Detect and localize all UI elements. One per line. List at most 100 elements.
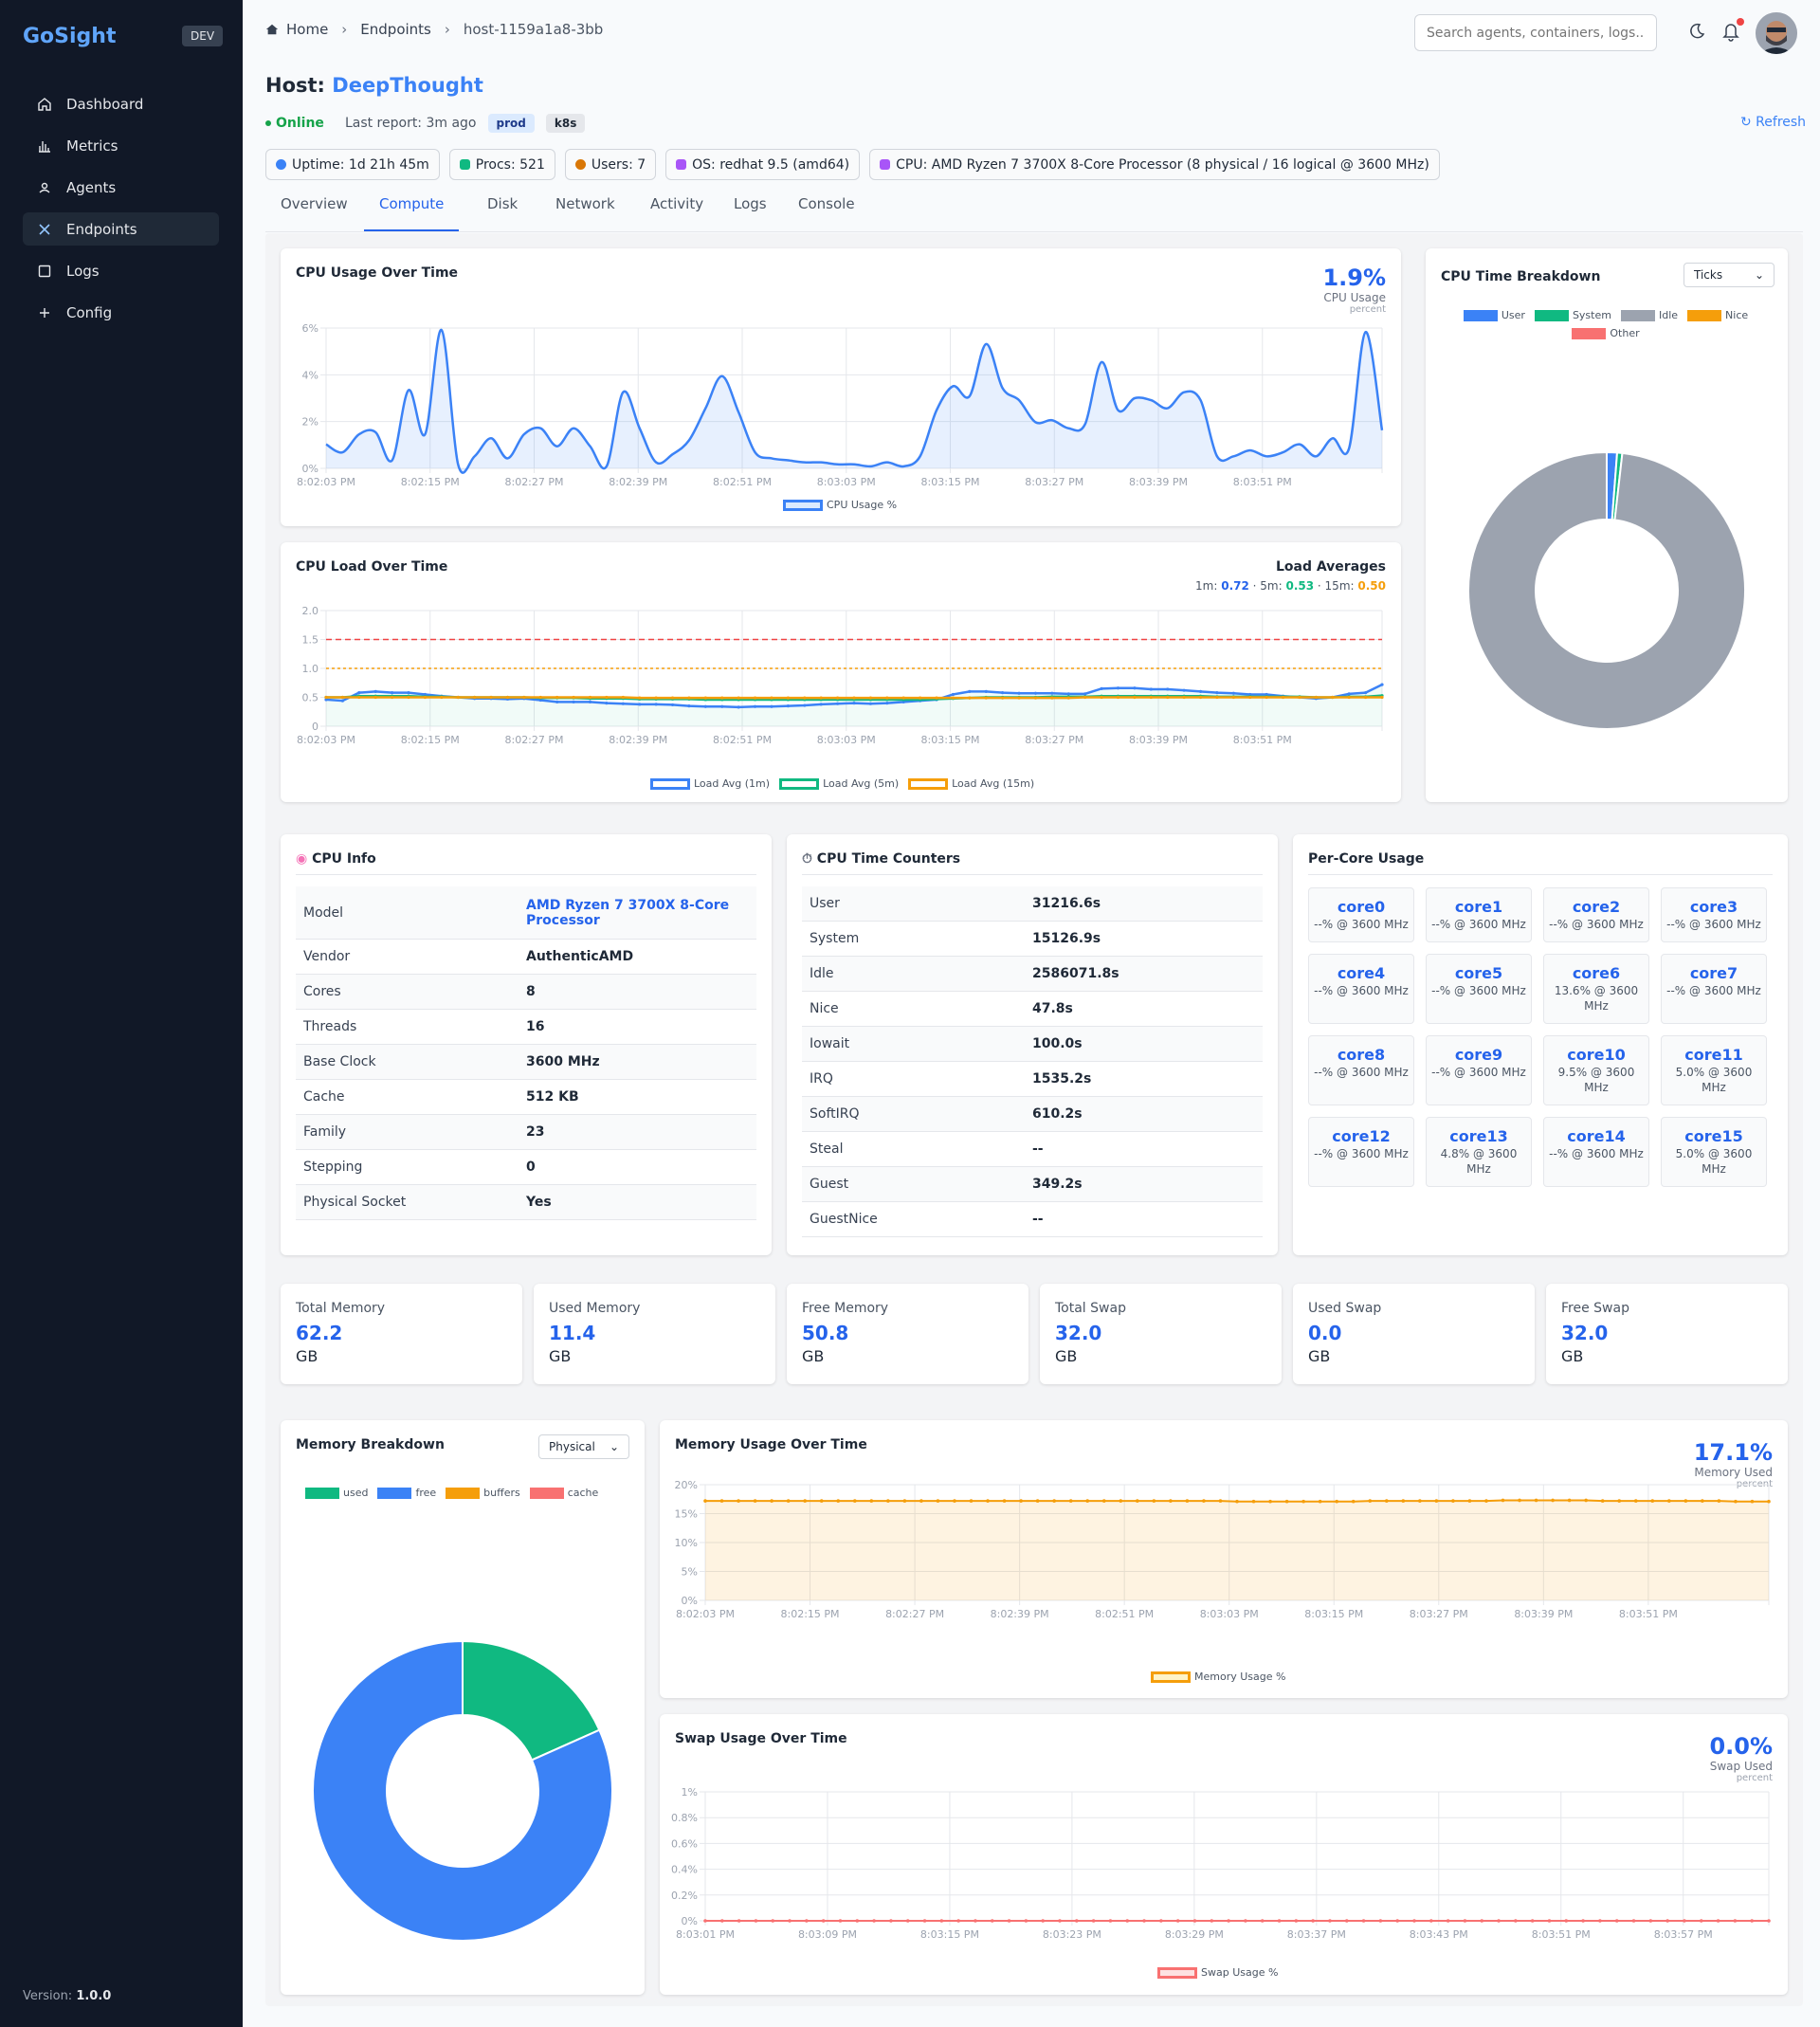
brand-logo[interactable]: GoSight bbox=[23, 25, 117, 48]
brain-icon: ◉ bbox=[296, 851, 308, 867]
core-tile-core0[interactable]: core0 --% @ 3600 MHz bbox=[1308, 887, 1414, 942]
sidebar-item-label: Agents bbox=[66, 178, 117, 196]
data-point bbox=[1041, 1919, 1045, 1923]
data-point bbox=[1434, 1499, 1439, 1503]
memory-mode-select[interactable]: Physical ⌄ bbox=[538, 1434, 629, 1459]
y-tick-label: 0.5 bbox=[302, 692, 319, 704]
legend-swatch bbox=[1620, 309, 1655, 321]
core-tile-core3[interactable]: core3 --% @ 3600 MHz bbox=[1661, 887, 1767, 942]
tab-console[interactable]: Console bbox=[798, 195, 855, 212]
data-point bbox=[555, 695, 559, 700]
cpu-usage-chart[interactable]: 0% 2% 4% 6% 8:02:03 PM 8:02:15 PM 8:02:27 PM 8:… bbox=[281, 248, 1401, 526]
core-usage: --% @ 3600 MHz bbox=[1314, 1066, 1409, 1079]
breadcrumb-home[interactable]: Home bbox=[286, 21, 329, 38]
core-tile-core6[interactable]: core6 13.6% @ 3600 MHz bbox=[1543, 954, 1649, 1024]
cpu-info-card: ◉ CPU Info Model AMD Ryzen 7 3700X 8-Core… bbox=[281, 834, 772, 1255]
data-point bbox=[819, 696, 823, 700]
theme-toggle-moon-icon[interactable] bbox=[1687, 22, 1706, 45]
x-tick-label: 8:03:39 PM bbox=[1129, 476, 1188, 488]
tab-network[interactable]: Network bbox=[555, 195, 615, 212]
sidebar-item-agents[interactable]: Agents bbox=[23, 171, 219, 204]
core-name: core15 bbox=[1684, 1127, 1743, 1145]
core-tile-core9[interactable]: core9 --% @ 3600 MHz bbox=[1426, 1035, 1532, 1105]
core-tile-core10[interactable]: core10 9.5% @ 3600 MHz bbox=[1543, 1035, 1649, 1105]
data-point bbox=[1598, 1919, 1602, 1923]
data-point bbox=[956, 1919, 960, 1923]
memory-breakdown-chart[interactable] bbox=[281, 1515, 645, 1980]
card-title: Memory Breakdown bbox=[296, 1437, 445, 1452]
x-tick-label: 8:03:03 PM bbox=[817, 476, 876, 488]
cpu-badge: CPU: AMD Ryzen 7 3700X 8-Core Processor … bbox=[869, 149, 1440, 180]
x-tick-label: 8:03:09 PM bbox=[798, 1928, 857, 1941]
core-tile-core5[interactable]: core5 --% @ 3600 MHz bbox=[1426, 954, 1532, 1024]
cpu-breakdown-chart[interactable] bbox=[1426, 343, 1788, 779]
data-point bbox=[1024, 1919, 1028, 1923]
data-point bbox=[1368, 1499, 1373, 1503]
sidebar-item-endpoints[interactable]: Endpoints bbox=[23, 212, 219, 246]
tab-compute[interactable]: Compute bbox=[364, 195, 460, 231]
chart-legend[interactable]: CPU Usage % bbox=[783, 499, 906, 511]
status-online: Online bbox=[265, 116, 324, 131]
x-tick-label: 8:03:27 PM bbox=[1025, 476, 1083, 488]
chart-legend[interactable]: Swap Usage % bbox=[1157, 1966, 1287, 1979]
total-memory-card: Total Memory 62.2 GB bbox=[281, 1284, 522, 1384]
sidebar-item-metrics[interactable]: Metrics bbox=[23, 129, 219, 162]
cpu-model-link[interactable]: AMD Ryzen 7 3700X 8-Core Processor bbox=[526, 897, 730, 928]
sidebar-item-dashboard[interactable]: Dashboard bbox=[23, 87, 219, 120]
total-memory-unit: GB bbox=[296, 1347, 318, 1365]
avatar[interactable] bbox=[1756, 12, 1797, 54]
data-point bbox=[984, 689, 988, 693]
core-tile-core15[interactable]: core15 5.0% @ 3600 MHz bbox=[1661, 1117, 1767, 1187]
data-point bbox=[1281, 695, 1285, 700]
core-tile-core14[interactable]: core14 --% @ 3600 MHz bbox=[1543, 1117, 1649, 1187]
swap-usage-chart[interactable]: 0% 0.2% 0.4% 0.6% 0.8% 1% 8:03:01 PM 8:03:09 PM… bbox=[660, 1714, 1788, 1995]
data-point bbox=[1344, 1919, 1349, 1923]
core-tile-core7[interactable]: core7 --% @ 3600 MHz bbox=[1661, 954, 1767, 1024]
chart-legend[interactable]: Load Avg (1m) Load Avg (5m) Load Avg (15… bbox=[650, 777, 1044, 790]
data-point bbox=[1198, 689, 1203, 693]
total-memory-label: Total Memory bbox=[296, 1301, 386, 1316]
data-point bbox=[1767, 1919, 1771, 1923]
refresh-button[interactable]: ↻ Refresh bbox=[1740, 115, 1807, 130]
core-usage: 13.6% @ 3600 MHz bbox=[1554, 984, 1639, 1013]
data-point bbox=[1384, 1499, 1389, 1503]
sidebar-item-logs[interactable]: Logs bbox=[23, 254, 219, 287]
chart-legend[interactable]: used free buffers cache bbox=[305, 1487, 608, 1499]
memory-usage-chart[interactable]: 0% 5% 10% 15% 20% 8:02:03 PM 8:02:15 PM 8:02:27… bbox=[660, 1420, 1788, 1698]
search-input[interactable] bbox=[1414, 14, 1657, 51]
breakdown-mode-select[interactable]: Ticks ⌄ bbox=[1684, 263, 1774, 287]
data-point bbox=[919, 696, 922, 700]
data-point bbox=[951, 692, 956, 697]
tab-activity[interactable]: Activity bbox=[650, 195, 704, 212]
total-swap-label: Total Swap bbox=[1055, 1301, 1126, 1316]
cpu-load-chart[interactable]: 0 0.5 1.0 1.5 2.0 8:02:03 PM 8:02:15 PM 8:02:27… bbox=[281, 542, 1401, 802]
data-point bbox=[1175, 1919, 1180, 1923]
core-usage: 9.5% @ 3600 MHz bbox=[1557, 1066, 1635, 1094]
series-area bbox=[326, 329, 1382, 473]
data-point bbox=[1584, 1498, 1588, 1503]
data-point bbox=[1614, 1919, 1619, 1923]
chart-legend[interactable]: Memory Usage % bbox=[1151, 1671, 1295, 1683]
sidebar-item-config[interactable]: Config bbox=[23, 296, 219, 329]
cpu-load-card: CPU Load Over Time Load Averages 1m: 0.7… bbox=[281, 542, 1401, 802]
data-point bbox=[886, 1499, 890, 1503]
core-tile-core12[interactable]: core12 --% @ 3600 MHz bbox=[1308, 1117, 1414, 1187]
core-tile-core13[interactable]: core13 4.8% @ 3600 MHz bbox=[1426, 1117, 1532, 1187]
breadcrumb-endpoints[interactable]: Endpoints bbox=[360, 21, 431, 38]
tab-disk[interactable]: Disk bbox=[487, 195, 519, 212]
core-tile-core1[interactable]: core1 --% @ 3600 MHz bbox=[1426, 887, 1532, 942]
notification-bell-icon[interactable] bbox=[1721, 21, 1740, 46]
core-tile-core2[interactable]: core2 --% @ 3600 MHz bbox=[1543, 887, 1649, 942]
data-point bbox=[1380, 683, 1384, 686]
data-point bbox=[1318, 1499, 1322, 1504]
core-tile-core8[interactable]: core8 --% @ 3600 MHz bbox=[1308, 1035, 1414, 1105]
tab-overview[interactable]: Overview bbox=[281, 195, 348, 212]
core-tile-core11[interactable]: core11 5.0% @ 3600 MHz bbox=[1661, 1035, 1767, 1105]
data-point bbox=[1501, 1498, 1505, 1503]
core-tile-core4[interactable]: core4 --% @ 3600 MHz bbox=[1308, 954, 1414, 1024]
used-swap-label: Used Swap bbox=[1308, 1301, 1382, 1316]
chart-legend[interactable]: User System Idle Nice Other bbox=[1454, 309, 1767, 339]
table-row: GuestNice -- bbox=[802, 1202, 1263, 1237]
data-point bbox=[473, 695, 477, 700]
tab-logs[interactable]: Logs bbox=[734, 195, 767, 212]
